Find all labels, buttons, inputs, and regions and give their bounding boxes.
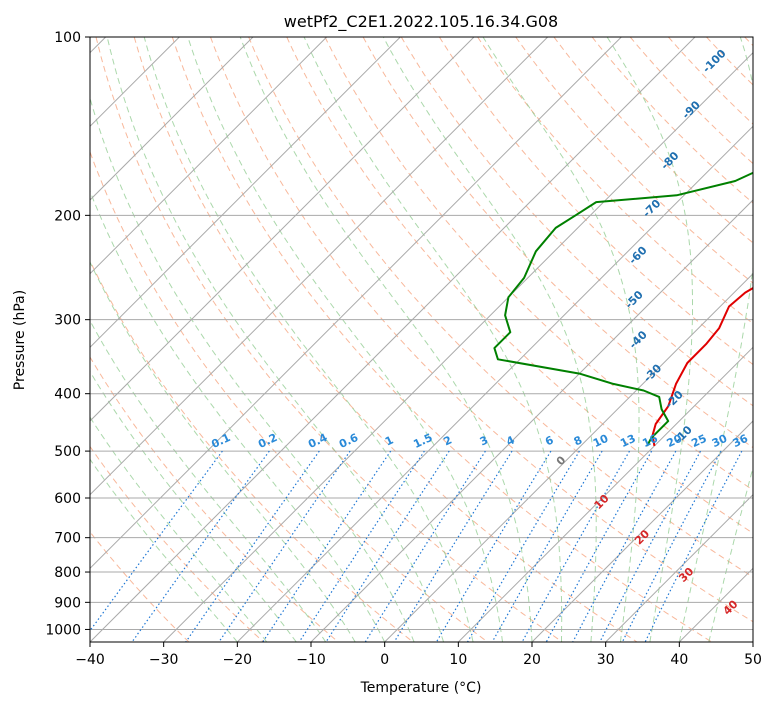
moist-adiabat-line	[187, 37, 503, 642]
isotherm-line	[163, 51, 753, 642]
moist-adiabat-line	[106, 37, 445, 642]
moist-adiabat-line	[143, 37, 474, 642]
mixing-ratio-line	[218, 450, 351, 642]
moist-adiabat-line	[90, 260, 356, 642]
dry-adiabat-line	[553, 37, 753, 244]
dry-adiabat-line	[438, 37, 753, 366]
isotherm-line	[90, 37, 696, 642]
mixing-ratio-label: 20	[665, 432, 685, 450]
moist-adiabat-line	[90, 458, 238, 642]
mixing-ratio-line	[599, 450, 702, 642]
moist-adiabat-line	[90, 370, 297, 642]
mixing-ratio-line	[393, 450, 513, 642]
mixing-ratio-label: 36	[731, 432, 751, 450]
x-tick-label: 50	[744, 652, 762, 668]
y-tick-label: 200	[54, 208, 81, 224]
isotherm-line	[90, 37, 328, 275]
x-tick-label: 20	[523, 652, 541, 668]
dry-adiabat-line	[133, 37, 638, 642]
dry-adiabat-line	[591, 37, 753, 204]
dry-adiabat-line	[400, 37, 753, 407]
isotherm-line	[605, 493, 753, 642]
moist-adiabat-line	[303, 37, 563, 642]
moist-adiabat-line	[678, 37, 753, 642]
moist-adiabat-line	[606, 37, 693, 642]
x-tick-label: 40	[670, 652, 688, 668]
background-lines	[90, 37, 753, 642]
moist-adiabat-line	[239, 37, 533, 642]
moist-adiabat-line	[90, 416, 268, 642]
dry-adiabat-line	[210, 37, 753, 623]
mixing-ratio-label: 10	[591, 432, 611, 450]
dry-adiabat-line	[248, 37, 753, 578]
isotherm-line	[457, 346, 753, 642]
dry-adiabat-line	[286, 37, 753, 534]
x-tick-label: −30	[149, 652, 179, 668]
x-tick-label: −20	[223, 652, 253, 668]
y-tick-label: 600	[54, 491, 81, 507]
x-tick-label: 10	[449, 652, 467, 668]
y-tick-label: 1000	[45, 622, 81, 638]
moist-adiabat-line	[482, 37, 640, 642]
axes: −40 −30 −20 −10 0 10 20 30 40 50 100 200 300 400 500 60…	[45, 30, 762, 668]
isotherm-line	[384, 272, 753, 642]
profile-lines	[493, 171, 753, 447]
y-tick-label: 400	[54, 387, 81, 403]
isotherm-line	[90, 37, 549, 496]
y-axis-label: Pressure (hPa)	[12, 290, 28, 390]
mixing-ratio-line	[545, 450, 653, 642]
y-tick-label: 100	[54, 30, 81, 46]
isotherm-line	[90, 37, 475, 422]
dry-adiabat-line	[90, 150, 488, 642]
isotherm-line	[90, 37, 254, 201]
moist-adiabat-line	[708, 465, 753, 642]
isotherm-line	[90, 37, 622, 570]
mixing-ratio-label: 30	[710, 432, 730, 450]
chart-title: wetPf2_C2E1.2022.105.16.34.G08	[284, 12, 558, 32]
isotherm-line	[531, 420, 753, 642]
x-tick-label: 30	[597, 652, 615, 668]
mixing-ratio-line	[621, 450, 722, 642]
isotherm-line	[310, 199, 753, 642]
dry-adiabat-line	[90, 531, 190, 642]
y-tick-label: 900	[54, 595, 81, 611]
y-tick-label: 800	[54, 565, 81, 581]
mixing-ratio-line	[90, 450, 223, 632]
mixing-ratio-line	[572, 450, 677, 642]
mixing-ratio-label: 13	[618, 432, 637, 450]
moist-adiabat-line	[382, 37, 597, 642]
dry-adiabat-line	[171, 37, 712, 642]
mixing-ratio-line	[298, 450, 425, 642]
x-tick-label: −10	[296, 652, 326, 668]
dewpoint-profile-line	[493, 171, 753, 447]
x-tick-label: 0	[380, 652, 389, 668]
y-tick-label: 500	[54, 444, 81, 460]
x-tick-label: −40	[75, 652, 105, 668]
plot-frame	[89, 36, 754, 643]
moist-adiabat-line	[90, 189, 386, 642]
mixing-ratio-line	[262, 450, 392, 642]
temperature-profile-line	[651, 286, 753, 447]
y-tick-label: 300	[54, 313, 81, 329]
isotherm-line	[90, 37, 401, 349]
isotherm-line	[236, 125, 753, 642]
mixing-ratio-line	[644, 450, 743, 642]
dry-adiabat-line	[90, 356, 339, 642]
y-tick-label: 700	[54, 531, 81, 547]
mixing-ratio-line	[521, 450, 631, 642]
dry-adiabat-line	[90, 445, 264, 642]
mixing-ratio-line	[491, 450, 603, 642]
mixing-ratio-label: 16	[640, 432, 660, 450]
mixing-ratio-label: 25	[689, 432, 708, 450]
x-axis-label: Temperature (°C)	[360, 680, 482, 696]
moist-adiabat-line	[90, 319, 327, 642]
mixing-ratio-line	[185, 450, 320, 642]
